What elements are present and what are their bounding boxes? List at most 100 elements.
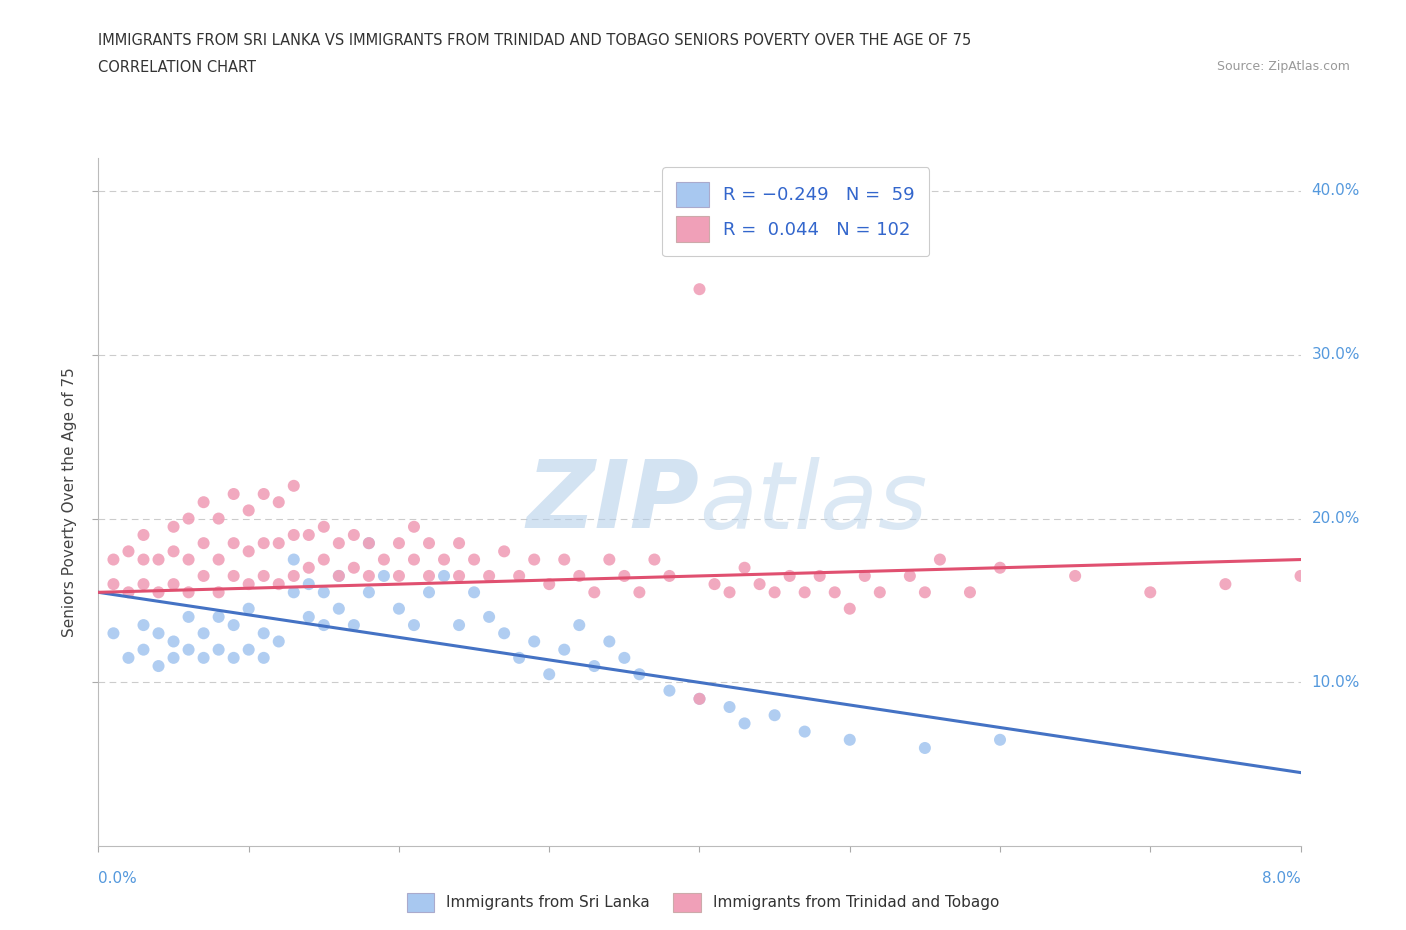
Point xyxy=(267,536,290,551)
Point xyxy=(283,552,305,567)
Point xyxy=(628,667,651,682)
Point xyxy=(808,568,831,583)
Point xyxy=(177,512,200,526)
Point xyxy=(388,536,411,551)
Point xyxy=(328,568,350,583)
Point xyxy=(853,568,876,583)
Point xyxy=(222,568,245,583)
Point xyxy=(208,585,231,600)
Point xyxy=(928,552,950,567)
Point xyxy=(898,568,921,583)
Point xyxy=(433,568,456,583)
Point xyxy=(208,552,231,567)
Point xyxy=(703,577,725,591)
Point xyxy=(193,495,215,510)
Point xyxy=(193,568,215,583)
Point xyxy=(132,643,155,658)
Point xyxy=(298,560,321,575)
Point xyxy=(447,618,470,632)
Y-axis label: Seniors Poverty Over the Age of 75: Seniors Poverty Over the Age of 75 xyxy=(62,367,77,637)
Point xyxy=(494,544,516,559)
Point xyxy=(538,577,561,591)
Point xyxy=(328,602,350,617)
Point xyxy=(433,552,456,567)
Point xyxy=(373,568,395,583)
Point xyxy=(523,634,546,649)
Point xyxy=(463,552,485,567)
Point xyxy=(402,552,425,567)
Point xyxy=(793,585,815,600)
Point xyxy=(343,560,366,575)
Point xyxy=(447,536,470,551)
Point xyxy=(447,568,470,583)
Point xyxy=(267,495,290,510)
Text: 10.0%: 10.0% xyxy=(1312,675,1360,690)
Point xyxy=(402,519,425,534)
Point xyxy=(718,699,741,714)
Point xyxy=(132,527,155,542)
Point xyxy=(388,602,411,617)
Point xyxy=(208,609,231,624)
Point xyxy=(103,626,125,641)
Point xyxy=(1064,568,1087,583)
Point xyxy=(688,691,710,706)
Text: 30.0%: 30.0% xyxy=(1312,347,1360,362)
Point xyxy=(148,552,170,567)
Point xyxy=(1364,552,1386,567)
Point xyxy=(177,585,200,600)
Point xyxy=(494,626,516,641)
Point xyxy=(267,577,290,591)
Point xyxy=(162,519,184,534)
Text: ZIP: ZIP xyxy=(527,457,699,548)
Point xyxy=(238,503,260,518)
Point xyxy=(132,577,155,591)
Point xyxy=(613,650,636,665)
Point xyxy=(162,577,184,591)
Point xyxy=(193,626,215,641)
Point xyxy=(148,585,170,600)
Point xyxy=(238,602,260,617)
Point xyxy=(568,568,591,583)
Point xyxy=(598,552,620,567)
Point xyxy=(132,618,155,632)
Point xyxy=(734,560,756,575)
Text: 8.0%: 8.0% xyxy=(1261,871,1301,886)
Point xyxy=(283,527,305,542)
Point xyxy=(283,585,305,600)
Point xyxy=(117,650,139,665)
Text: 0.0%: 0.0% xyxy=(98,871,138,886)
Point xyxy=(583,585,606,600)
Point xyxy=(177,552,200,567)
Point xyxy=(478,609,501,624)
Point xyxy=(613,568,636,583)
Point xyxy=(508,568,530,583)
Point xyxy=(343,618,366,632)
Point xyxy=(824,585,846,600)
Point xyxy=(914,740,936,755)
Point xyxy=(718,585,741,600)
Point xyxy=(763,585,786,600)
Point xyxy=(177,643,200,658)
Point xyxy=(988,732,1011,747)
Point xyxy=(162,650,184,665)
Point xyxy=(253,568,276,583)
Point xyxy=(418,585,440,600)
Point xyxy=(148,658,170,673)
Point xyxy=(553,552,575,567)
Point xyxy=(312,552,335,567)
Text: 20.0%: 20.0% xyxy=(1312,512,1360,526)
Point xyxy=(283,478,305,493)
Point xyxy=(793,724,815,739)
Point xyxy=(523,552,546,567)
Point xyxy=(388,568,411,583)
Point xyxy=(1139,585,1161,600)
Point xyxy=(162,634,184,649)
Point xyxy=(238,643,260,658)
Point xyxy=(838,602,860,617)
Point xyxy=(478,568,501,583)
Point xyxy=(103,552,125,567)
Point xyxy=(538,667,561,682)
Legend: Immigrants from Sri Lanka, Immigrants from Trinidad and Tobago: Immigrants from Sri Lanka, Immigrants fr… xyxy=(401,887,1005,918)
Point xyxy=(658,568,681,583)
Point xyxy=(869,585,891,600)
